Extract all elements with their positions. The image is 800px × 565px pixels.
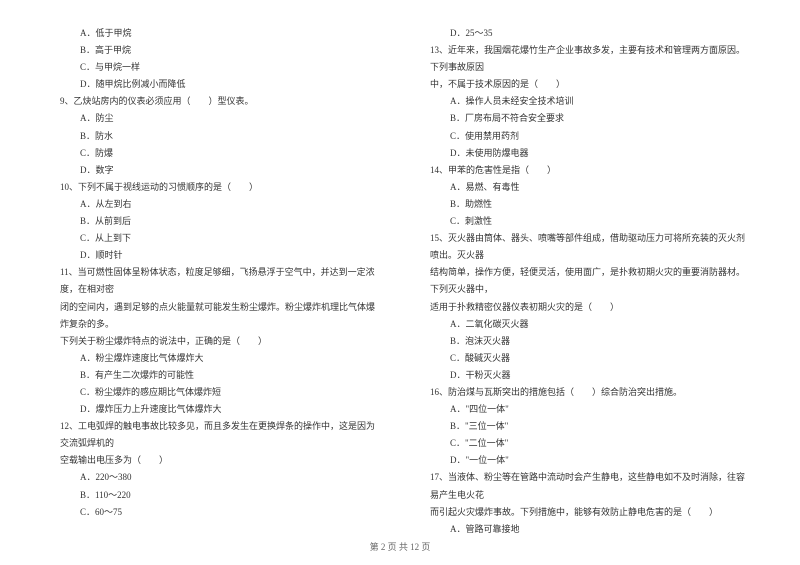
option-text: B．"三位一体" [420, 418, 750, 435]
question-continuation: 中，不属于技术原因的是（ ） [420, 76, 750, 93]
option-text: C．粉尘爆炸的感应期比气体爆炸短 [50, 384, 380, 401]
option-text: C．酸碱灭火器 [420, 350, 750, 367]
question-text: 10、下列不属于视线运动的习惯顺序的是（ ） [50, 179, 380, 196]
option-text: A．易燃、有毒性 [420, 179, 750, 196]
option-text: A．管路可靠接地 [420, 521, 750, 538]
option-text: C．与甲烷一样 [50, 59, 380, 76]
option-text: B．防水 [50, 128, 380, 145]
page-footer: 第 2 页 共 12 页 [0, 540, 800, 553]
option-text: B．有产生二次爆炸的可能性 [50, 367, 380, 384]
question-continuation: 适用于扑救精密仪器仪表初期火灾的是（ ） [420, 299, 750, 316]
option-text: B．从前到后 [50, 213, 380, 230]
option-text: C．使用禁用药剂 [420, 128, 750, 145]
left-column: A．低于甲烷 B．高于甲烷 C．与甲烷一样 D．随甲烷比例减小而降低 9、乙炔站… [50, 25, 380, 515]
question-continuation: 闭的空间内，遇到足够的点火能量就可能发生粉尘爆炸。粉尘爆炸机理比气体爆炸复杂的多… [50, 299, 380, 333]
option-text: D．"一位一体" [420, 452, 750, 469]
question-text: 9、乙炔站房内的仪表必须应用（ ）型仪表。 [50, 93, 380, 110]
option-text: A．粉尘爆炸速度比气体爆炸大 [50, 350, 380, 367]
option-text: C．从上到下 [50, 230, 380, 247]
option-text: A．二氧化碳灭火器 [420, 316, 750, 333]
option-text: B．泡沫灭火器 [420, 333, 750, 350]
option-text: A．防尘 [50, 110, 380, 127]
option-text: C．刺激性 [420, 213, 750, 230]
option-text: B．高于甲烷 [50, 42, 380, 59]
option-text: A．从左到右 [50, 196, 380, 213]
option-text: D．顺时针 [50, 247, 380, 264]
page-content: A．低于甲烷 B．高于甲烷 C．与甲烷一样 D．随甲烷比例减小而降低 9、乙炔站… [50, 25, 750, 515]
option-text: D．干粉灭火器 [420, 367, 750, 384]
right-column: D．25～35 13、近年来，我国烟花爆竹生产企业事故多发，主要有技术和管理两方… [420, 25, 750, 515]
question-text: 12、工电弧焊的触电事故比较多见，而且多发生在更换焊条的操作中，这是因为交流弧焊… [50, 418, 380, 452]
option-text: A．低于甲烷 [50, 25, 380, 42]
question-continuation: 空载输出电压多为（ ） [50, 452, 380, 469]
option-text: D．数字 [50, 162, 380, 179]
option-text: D．爆炸压力上升速度比气体爆炸大 [50, 401, 380, 418]
option-text: A．220～380 [50, 469, 380, 486]
option-text: C．"二位一体" [420, 435, 750, 452]
question-text: 16、防治煤与瓦斯突出的措施包括（ ）综合防治突出措施。 [420, 384, 750, 401]
option-text: D．未使用防爆电器 [420, 145, 750, 162]
question-text: 11、当可燃性固体呈粉体状态，粒度足够细，飞扬悬浮于空气中，并达到一定浓度，在相… [50, 264, 380, 298]
option-text: D．随甲烷比例减小而降低 [50, 76, 380, 93]
question-text: 17、当液体、粉尘等在管路中流动时会产生静电，这些静电如不及时消除，往容易产生电… [420, 469, 750, 503]
option-text: B．110～220 [50, 487, 380, 504]
option-text: C．60～75 [50, 504, 380, 521]
option-text: A．操作人员未经安全技术培训 [420, 93, 750, 110]
option-text: A．"四位一体" [420, 401, 750, 418]
option-text: B．厂房布局不符合安全要求 [420, 110, 750, 127]
question-text: 15、灭火器由筒体、器头、喷嘴等部件组成，借助驱动压力可将所充装的灭火剂喷出。灭… [420, 230, 750, 264]
question-text: 14、甲苯的危害性是指（ ） [420, 162, 750, 179]
option-text: D．25～35 [420, 25, 750, 42]
question-continuation: 结构简单，操作方便，轻便灵活，使用面广，是扑救初期火灾的重要消防器材。下列灭火器… [420, 264, 750, 298]
question-continuation: 而引起火灾爆炸事故。下列措施中，能够有效防止静电危害的是（ ） [420, 504, 750, 521]
question-text: 13、近年来，我国烟花爆竹生产企业事故多发，主要有技术和管理两方面原因。下列事故… [420, 42, 750, 76]
option-text: C．防爆 [50, 145, 380, 162]
option-text: B．助燃性 [420, 196, 750, 213]
question-continuation: 下列关于粉尘爆炸特点的说法中，正确的是（ ） [50, 333, 380, 350]
